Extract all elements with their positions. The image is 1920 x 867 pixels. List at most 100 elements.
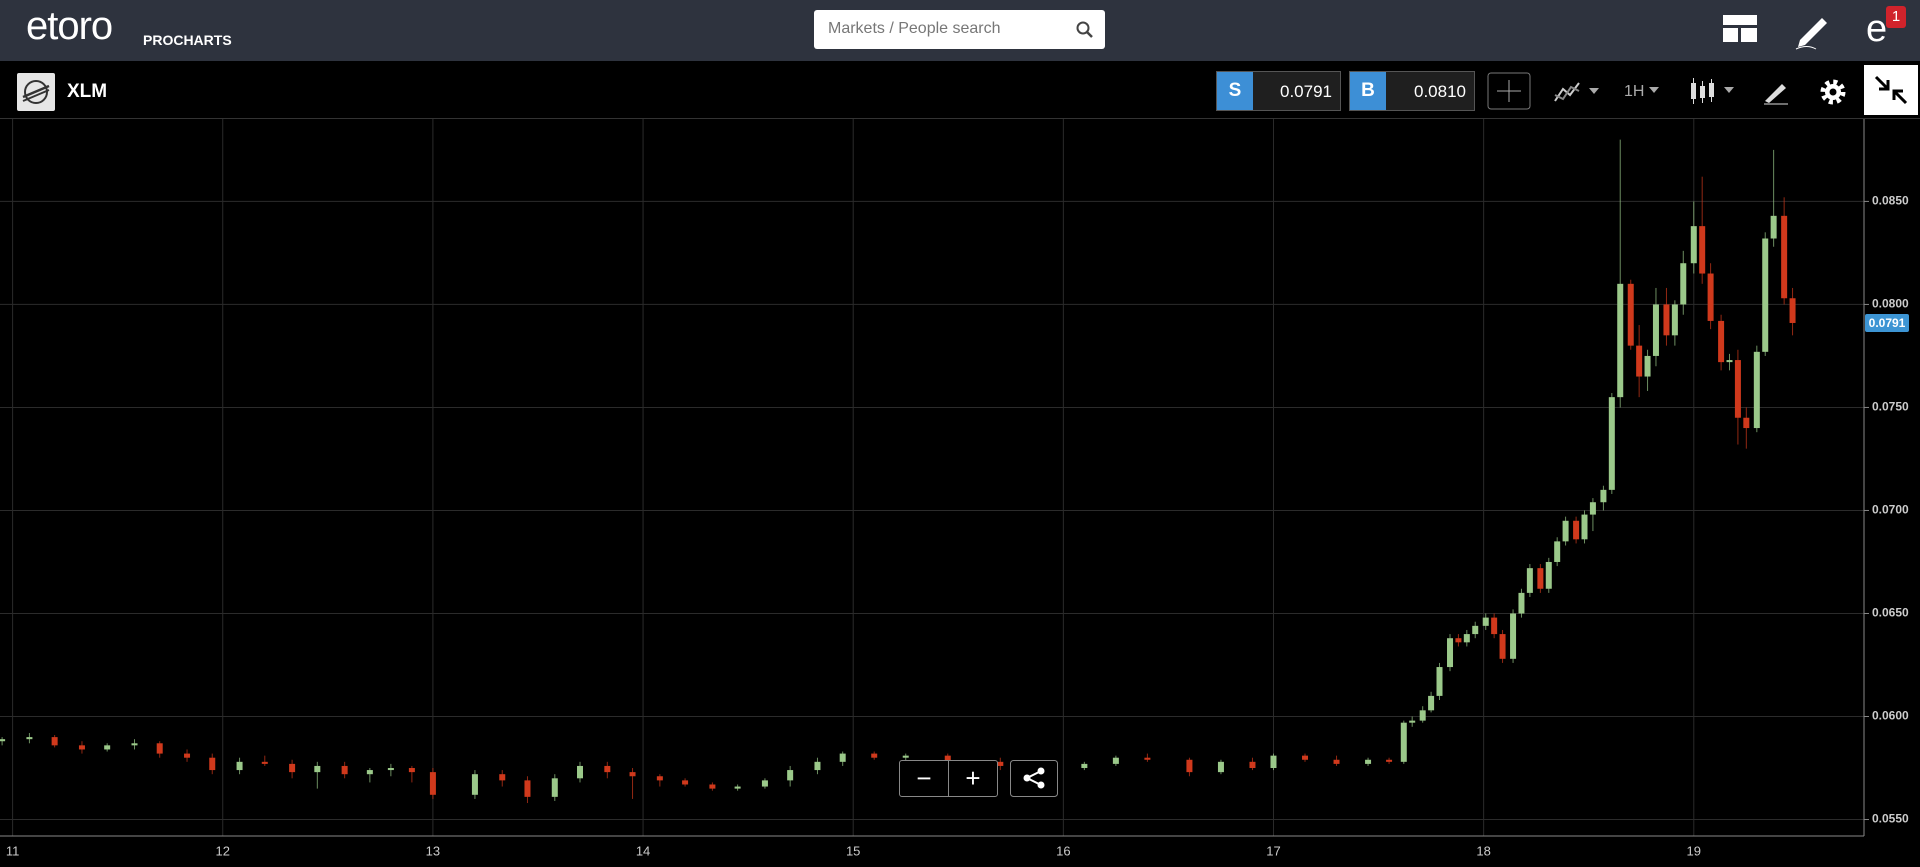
candle-body (1726, 360, 1733, 363)
candle-body (1636, 345, 1643, 377)
candle-body (1463, 634, 1470, 643)
candle-body (1753, 351, 1760, 429)
candle-body (1789, 298, 1796, 323)
candle-body (1419, 710, 1426, 721)
candle-body (1270, 755, 1277, 769)
candle-body (1436, 667, 1443, 696)
logo-sub: PROCHARTS (143, 32, 232, 48)
crosshair-button[interactable] (1487, 72, 1531, 110)
y-tick-label: 0.0850 (1872, 194, 1909, 208)
last-price-tag (1865, 313, 1909, 332)
candle-body (1472, 625, 1479, 635)
x-tick-label: 16 (1056, 843, 1070, 858)
candle-body (1781, 215, 1788, 299)
logo[interactable]: etoro (26, 4, 113, 48)
candle-body (1545, 561, 1552, 589)
candle-body (184, 753, 191, 758)
candle-body (1144, 757, 1151, 760)
y-tick-label: 0.0700 (1872, 503, 1909, 517)
candle-body (408, 768, 415, 773)
candle-body (1447, 638, 1454, 668)
candle-body (78, 745, 85, 750)
candle-body (1081, 763, 1088, 769)
candle-body (1734, 360, 1741, 418)
candle-body (51, 737, 58, 746)
candle-body (1409, 720, 1416, 723)
candle-body (387, 768, 394, 771)
candle-body (1770, 215, 1777, 239)
candle-body (1482, 617, 1489, 626)
chart-type-button[interactable] (1688, 75, 1738, 107)
x-tick-label: 11 (6, 843, 20, 858)
candle-body (429, 772, 436, 795)
candle-body (341, 765, 348, 775)
candle-body (1562, 520, 1569, 542)
candle-body (1386, 759, 1393, 762)
candle-body (1608, 397, 1615, 490)
candle-body (1302, 755, 1309, 760)
candle-body (26, 737, 33, 740)
sell-price: 0.0791 (1280, 82, 1332, 101)
timeframe-caret (1649, 87, 1659, 93)
notification-badge[interactable]: 1 (1886, 6, 1906, 28)
candle-body (1707, 273, 1714, 321)
y-tick-label: 0.0600 (1872, 709, 1909, 723)
last-price-label: 0.0791 (1869, 316, 1906, 330)
candle-body (761, 780, 768, 787)
x-tick-label: 17 (1266, 843, 1280, 858)
search-box[interactable]: Markets / People search (814, 10, 1105, 49)
draw-button[interactable] (1762, 77, 1790, 105)
candle-body (1671, 304, 1678, 336)
candle-body (1573, 520, 1580, 540)
candle-body (1581, 514, 1588, 540)
candle-body (1699, 226, 1706, 274)
candle-body (1217, 761, 1224, 773)
candle-body (1663, 304, 1670, 336)
candle-body (499, 774, 506, 781)
chart: 11 12 13 14 15 16 17 18 19 0.0550 0.0600 0.0650 0.07… (0, 119, 1909, 858)
settings-button[interactable] (1818, 77, 1848, 107)
x-tick-label: 14 (636, 843, 650, 858)
candle-body (131, 743, 138, 746)
account-icon[interactable]: e (1866, 8, 1888, 50)
candle-body (1718, 320, 1725, 363)
candle-body (1186, 759, 1193, 773)
candle-body (1526, 568, 1533, 593)
candle-body (1554, 541, 1561, 562)
buy-button[interactable]: B 0.0810 (1349, 71, 1475, 111)
candle-body (289, 763, 296, 773)
y-tick-label: 0.0800 (1872, 297, 1909, 311)
share-button[interactable] (1010, 760, 1058, 797)
candle-body (604, 765, 611, 773)
x-tick-label: 12 (216, 843, 230, 858)
candle-body (1762, 238, 1769, 352)
candle-body (1600, 489, 1607, 503)
candle-body (577, 765, 584, 779)
top-bar: etoro PROCHARTS Markets / People search … (0, 0, 1920, 61)
sell-button[interactable]: S 0.0791 (1216, 71, 1341, 111)
candle-body (1112, 757, 1119, 764)
candle-body (261, 761, 268, 764)
candle-body (1537, 568, 1544, 589)
edit-icon[interactable] (1792, 10, 1832, 50)
candle-body (366, 770, 373, 775)
candle-body (1589, 502, 1596, 515)
candle-body (787, 770, 794, 781)
candle-body (629, 772, 636, 777)
candle-body (524, 780, 531, 797)
fullscreen-button[interactable] (1864, 65, 1918, 115)
layout-icon[interactable] (1722, 14, 1758, 44)
indicators-button[interactable] (1553, 79, 1603, 105)
x-tick-label: 15 (846, 843, 860, 858)
zoom-in[interactable]: + (965, 763, 981, 793)
candle-body (1510, 613, 1517, 659)
candle-body (902, 755, 909, 758)
candle-body (997, 761, 1004, 766)
timeframe[interactable]: 1H (1624, 83, 1645, 100)
y-tick-label: 0.0650 (1872, 606, 1909, 620)
zoom-out[interactable]: − (900, 761, 949, 796)
symbol: XLM (67, 81, 108, 102)
candle-body (1455, 638, 1462, 643)
sell-label: S (1217, 72, 1253, 110)
buy-label: B (1350, 72, 1386, 110)
